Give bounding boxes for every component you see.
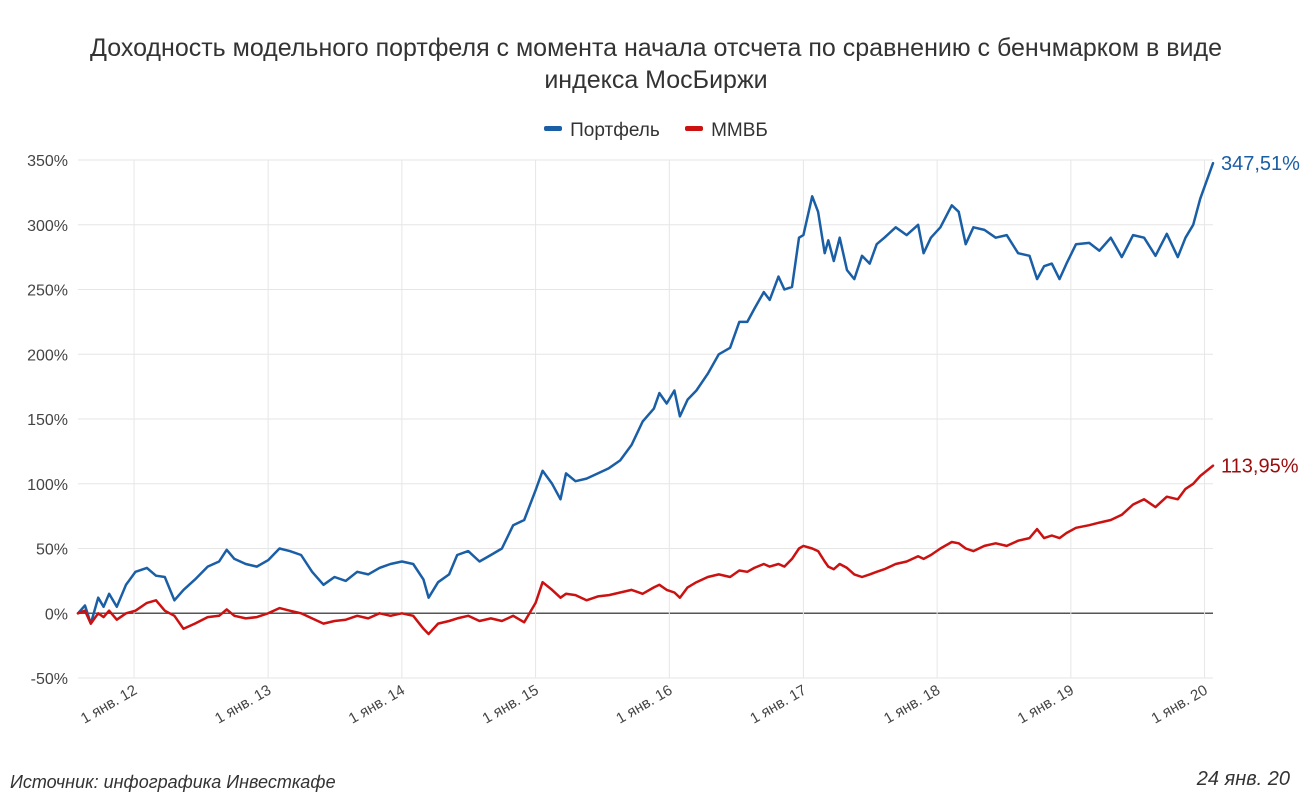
end-label-portfolio: 347,51% bbox=[1221, 153, 1300, 175]
y-tick-label: 250% bbox=[27, 283, 68, 300]
date-note: 24 янв. 20 bbox=[1196, 768, 1290, 790]
x-tick-label: 1 янв. 12 bbox=[78, 682, 140, 728]
x-tick-label: 1 янв. 13 bbox=[212, 682, 274, 728]
grid-layer bbox=[78, 159, 1213, 679]
y-tick-label: 300% bbox=[27, 218, 68, 235]
y-tick-label: 0% bbox=[45, 606, 68, 623]
chart-title: Доходность модельного портфеля с момента… bbox=[0, 32, 1312, 96]
x-tick-label: 1 янв. 20 bbox=[1148, 682, 1210, 728]
x-tick-label: 1 янв. 18 bbox=[881, 682, 943, 728]
x-tick-label: 1 янв. 15 bbox=[479, 682, 541, 728]
legend: Портфель ММВБ bbox=[0, 120, 1312, 142]
x-axis: 1 янв. 12 1 янв. 13 1 янв. 14 1 янв. 15 1 ян… bbox=[78, 682, 1211, 728]
x-tick-label: 1 янв. 17 bbox=[747, 682, 809, 728]
legend-swatch-portfolio bbox=[544, 126, 563, 132]
y-tick-label: 200% bbox=[27, 347, 68, 364]
y-axis: 350% 300% 250% 200% 150% 100% 50% 0% -50% bbox=[27, 153, 68, 688]
x-tick-label: 1 янв. 14 bbox=[346, 682, 408, 728]
end-labels: 347,51% 113,95% bbox=[1221, 153, 1300, 477]
legend-label-mmvb: ММВБ bbox=[711, 120, 768, 141]
y-tick-label: 50% bbox=[36, 542, 68, 559]
y-tick-label: 350% bbox=[27, 153, 68, 170]
series-line-mmvb bbox=[76, 464, 1215, 636]
y-tick-label: -50% bbox=[31, 671, 68, 688]
legend-label-portfolio: Портфель bbox=[570, 120, 660, 141]
y-tick-label: 150% bbox=[27, 412, 68, 429]
source-note: Источник: инфографика Инвесткафе bbox=[10, 772, 336, 792]
series-line-portfolio bbox=[76, 161, 1215, 625]
legend-swatch-mmvb bbox=[685, 126, 704, 132]
chart-title-line-1: Доходность модельного портфеля с момента… bbox=[90, 34, 1222, 62]
x-tick-label: 1 янв. 19 bbox=[1015, 682, 1077, 728]
y-tick-label: 100% bbox=[27, 477, 68, 494]
x-tick-label: 1 янв. 16 bbox=[613, 682, 675, 728]
legend-item-portfolio[interactable]: Портфель bbox=[544, 120, 660, 142]
end-label-mmvb: 113,95% bbox=[1221, 456, 1299, 478]
series-layer bbox=[76, 161, 1215, 636]
chart-title-line-2: индекса МосБиржи bbox=[544, 66, 768, 94]
legend-item-mmvb[interactable]: ММВБ bbox=[685, 120, 768, 142]
